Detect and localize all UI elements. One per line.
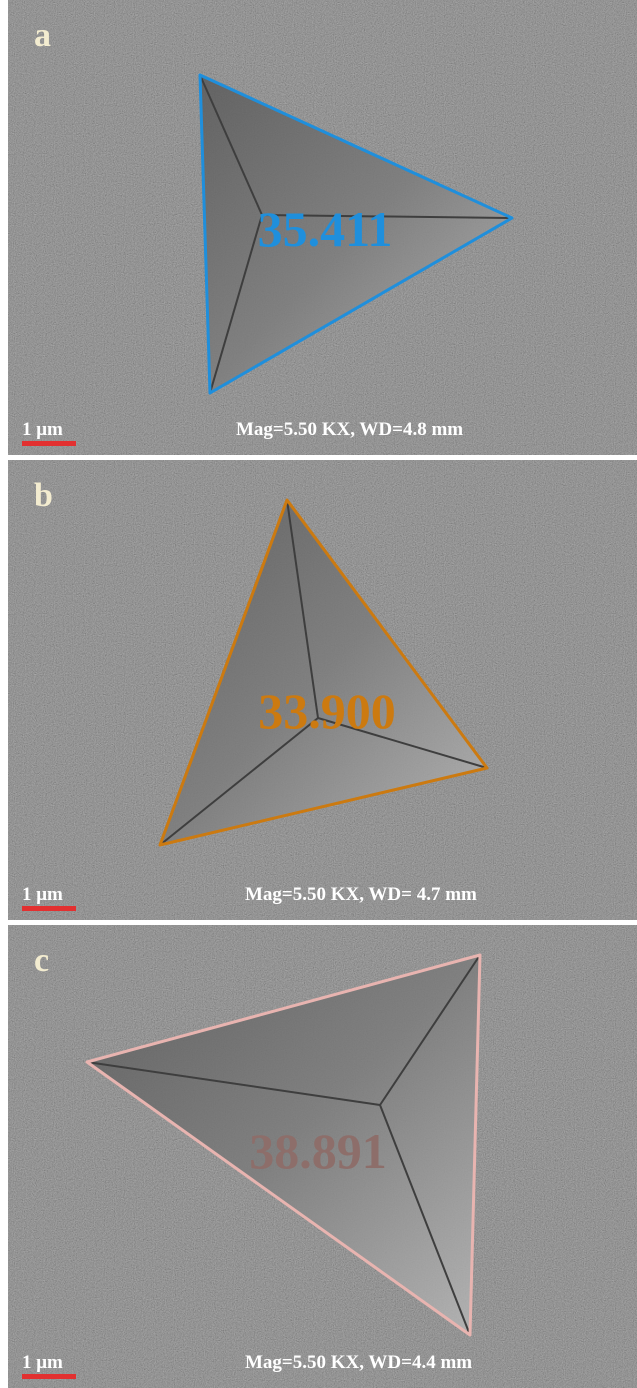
sem-panel: b 33.900 1 μm Mag=5.50 KX, WD= 4.7 mm bbox=[8, 460, 637, 920]
measurement: 38.891 bbox=[249, 1123, 387, 1179]
scale-label: 1 μm bbox=[22, 1352, 63, 1373]
measurement: 35.411 bbox=[258, 201, 393, 257]
sem-panel: a 35.411 1 μm Mag=5.50 KX, WD=4.8 mm bbox=[8, 0, 637, 455]
scale-bar bbox=[22, 441, 76, 446]
scale-label: 1 μm bbox=[22, 419, 63, 440]
panel-label: b bbox=[34, 477, 53, 514]
panel-label: a bbox=[34, 17, 51, 54]
sem-panel: c 38.891 1 μm Mag=5.50 KX, WD=4.4 mm bbox=[8, 925, 637, 1388]
page: a 35.411 1 μm Mag=5.50 KX, WD=4.8 mm b 33.900… bbox=[0, 0, 637, 1388]
scale-bar bbox=[22, 1374, 76, 1379]
panel-label: c bbox=[34, 942, 49, 979]
measurement: 33.900 bbox=[258, 683, 396, 739]
scale-bar bbox=[22, 906, 76, 911]
image-info: Mag=5.50 KX, WD=4.4 mm bbox=[245, 1352, 472, 1373]
image-info: Mag=5.50 KX, WD=4.8 mm bbox=[236, 419, 463, 440]
scale-label: 1 μm bbox=[22, 884, 63, 905]
figure: a 35.411 1 μm Mag=5.50 KX, WD=4.8 mm b 33.900… bbox=[0, 0, 637, 1388]
image-info: Mag=5.50 KX, WD= 4.7 mm bbox=[245, 884, 477, 905]
